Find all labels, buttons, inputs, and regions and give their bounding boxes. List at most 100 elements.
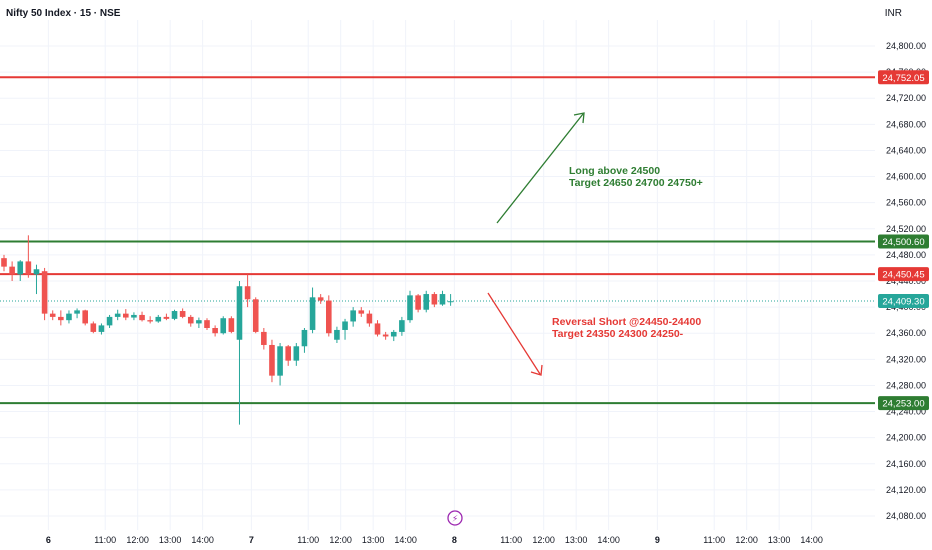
long-annotation-line1: Long above 24500 <box>569 165 660 177</box>
candle-body <box>374 323 381 335</box>
candle-body <box>17 261 24 275</box>
long-arrow <box>496 113 584 224</box>
candle-body <box>82 310 88 324</box>
last-price-label: 24,409.30 <box>882 297 924 308</box>
y-tick-label: 24,600.00 <box>886 172 926 182</box>
level-tag <box>878 267 929 282</box>
x-tick-label: 7 <box>249 535 254 545</box>
candle-body <box>399 320 405 332</box>
short-annotation-line1: Reversal Short @24450-24400 <box>552 316 701 328</box>
candle-body <box>25 261 32 275</box>
symbol-title[interactable]: Nifty 50 Index · 15 · NSE <box>6 8 121 19</box>
candles <box>1 235 454 425</box>
y-tick-label: 24,640.00 <box>886 145 926 155</box>
level-tag-label: 24,500.60 <box>882 237 924 248</box>
x-tick-label: 8 <box>452 535 457 545</box>
candle-body <box>293 346 300 361</box>
candle-body <box>33 269 40 275</box>
candle-body <box>1 258 7 267</box>
price-tags: 24,752.05 24,500.60 24,450.45 24,253.00 24,4… <box>878 70 929 411</box>
candle-body <box>309 297 316 330</box>
candle-body <box>423 294 430 310</box>
short-arrow <box>487 292 541 375</box>
candle-body <box>220 318 227 334</box>
x-tick-label: 12:00 <box>532 535 555 545</box>
x-tick-label: 14:00 <box>800 535 823 545</box>
y-tick-label: 24,280.00 <box>886 380 926 390</box>
last-price-tag <box>878 294 929 309</box>
candle-body <box>342 321 348 330</box>
level-lines[interactable] <box>0 76 875 405</box>
level-tag-label: 24,253.00 <box>882 399 924 410</box>
y-tick-label: 24,200.00 <box>886 433 926 443</box>
currency-label[interactable]: INR <box>884 8 902 19</box>
y-tick-label: 24,120.00 <box>886 485 926 495</box>
candle-body <box>131 314 137 318</box>
x-tick-label: 6 <box>46 535 51 545</box>
candle-body <box>366 313 373 324</box>
x-tick-label: 11:00 <box>703 535 725 545</box>
candle-body <box>236 286 243 340</box>
level-tag <box>878 396 929 411</box>
x-tick-label: 13:00 <box>565 535 588 545</box>
y-tick-label: 24,480.00 <box>886 250 926 260</box>
candle-body <box>277 346 283 376</box>
candle-body <box>114 313 121 317</box>
candle-body <box>244 286 251 300</box>
y-tick-label: 24,080.00 <box>886 511 926 521</box>
y-tick-label: 24,320.00 <box>886 354 926 364</box>
candle-body <box>431 294 438 305</box>
candle-body <box>415 295 421 310</box>
x-tick-label: 12:00 <box>329 535 352 545</box>
y-tick-label: 24,800.00 <box>886 41 926 51</box>
level-tag <box>878 70 929 85</box>
level-tag <box>878 234 929 249</box>
annotation-arrows <box>487 112 585 376</box>
candle-body <box>171 311 178 319</box>
candle-body <box>301 329 308 347</box>
candle-body <box>228 318 235 332</box>
event-icon[interactable]: ⚡ <box>447 510 463 526</box>
x-tick-label: 9 <box>655 535 660 545</box>
short-annotation-line2: Target 24350 24300 24250- <box>552 328 684 340</box>
candle-body <box>326 300 332 334</box>
x-axis[interactable]: 6 11:00 12:00 13:00 14:00 7 11:00 12:00 13:00 14:… <box>46 535 823 545</box>
x-tick-label: 14:00 <box>191 535 214 545</box>
candle-body <box>90 323 97 332</box>
candle-body <box>123 313 129 318</box>
y-tick-label: 24,360.00 <box>886 328 926 338</box>
y-tick-label: 24,720.00 <box>886 93 926 103</box>
long-annotation-line2: Target 24650 24700 24750+ <box>569 177 703 189</box>
candle-body <box>58 316 64 321</box>
x-tick-label: 11:00 <box>297 535 319 545</box>
x-tick-label: 12:00 <box>126 535 149 545</box>
candle-body <box>447 301 454 303</box>
short-arrowhead <box>530 364 543 376</box>
candle-body <box>147 320 153 322</box>
x-tick-label: 14:00 <box>597 535 620 545</box>
candle-body <box>204 320 210 328</box>
y-tick-label: 24,160.00 <box>886 459 926 469</box>
candle-body <box>196 320 202 324</box>
candle-body <box>66 313 72 321</box>
candle-body <box>98 325 105 332</box>
x-tick-label: 14:00 <box>394 535 417 545</box>
candle-body <box>49 313 56 317</box>
candle-body <box>9 266 15 275</box>
long-arrowhead <box>573 112 585 124</box>
candle-body <box>382 334 389 337</box>
candle-body <box>334 329 340 340</box>
grid-lines <box>0 20 875 530</box>
x-tick-label: 13:00 <box>362 535 385 545</box>
candle-body <box>41 271 48 314</box>
y-tick-label: 24,240.00 <box>886 407 926 417</box>
x-tick-label: 13:00 <box>159 535 182 545</box>
candle-body <box>317 297 324 301</box>
svg-text:⚡: ⚡ <box>452 515 458 525</box>
candle-body <box>212 328 218 334</box>
candle-body <box>358 310 365 314</box>
candle-body <box>439 294 446 305</box>
x-tick-label: 13:00 <box>768 535 791 545</box>
